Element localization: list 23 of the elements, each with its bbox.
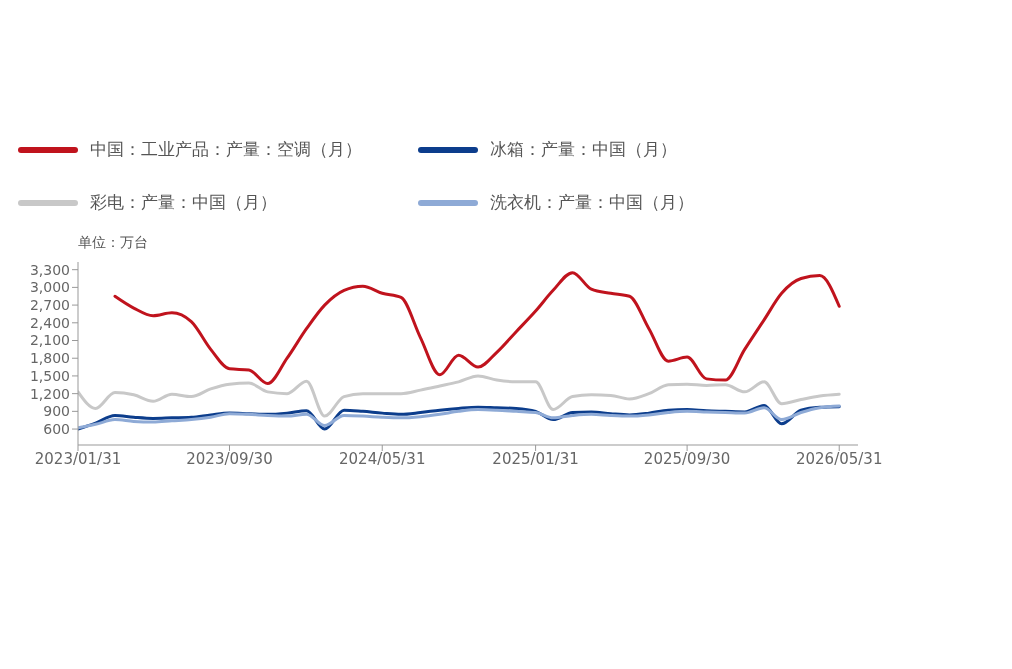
y-tick-label: 3,300: [29, 261, 70, 278]
legend-label: 中国：工业产品：产量：空调（月）: [90, 138, 362, 161]
legend-label: 洗衣机：产量：中国（月）: [490, 191, 694, 214]
y-tick-label: 1,200: [29, 385, 70, 402]
y-tick-label: 1,800: [29, 350, 70, 367]
y-tick-label: 1,500: [29, 367, 70, 384]
y-tick-label: 600: [43, 421, 70, 438]
y-tick-label: 900: [43, 403, 70, 420]
x-tick-label: 2026/05/31: [795, 449, 883, 468]
x-tick-label: 2025/09/30: [643, 449, 731, 468]
legend-label: 彩电：产量：中国（月）: [90, 191, 277, 214]
x-tick-label: 2025/01/31: [492, 449, 579, 468]
x-tick-label: 2023/09/30: [186, 449, 273, 468]
legend-label: 冰箱：产量：中国（月）: [490, 138, 677, 161]
x-tick-label: 2024/05/31: [339, 449, 426, 468]
y-tick-label: 2,400: [29, 314, 70, 331]
y-axis-title: 单位：万台: [77, 234, 149, 252]
line-series: [113, 271, 841, 386]
y-tick-label: 2,100: [29, 332, 70, 349]
line-series: [78, 374, 841, 418]
y-tick-label: 2,700: [29, 297, 70, 314]
y-tick-label: 3,000: [29, 279, 70, 296]
x-tick-label: 2023/01/31: [34, 449, 122, 468]
